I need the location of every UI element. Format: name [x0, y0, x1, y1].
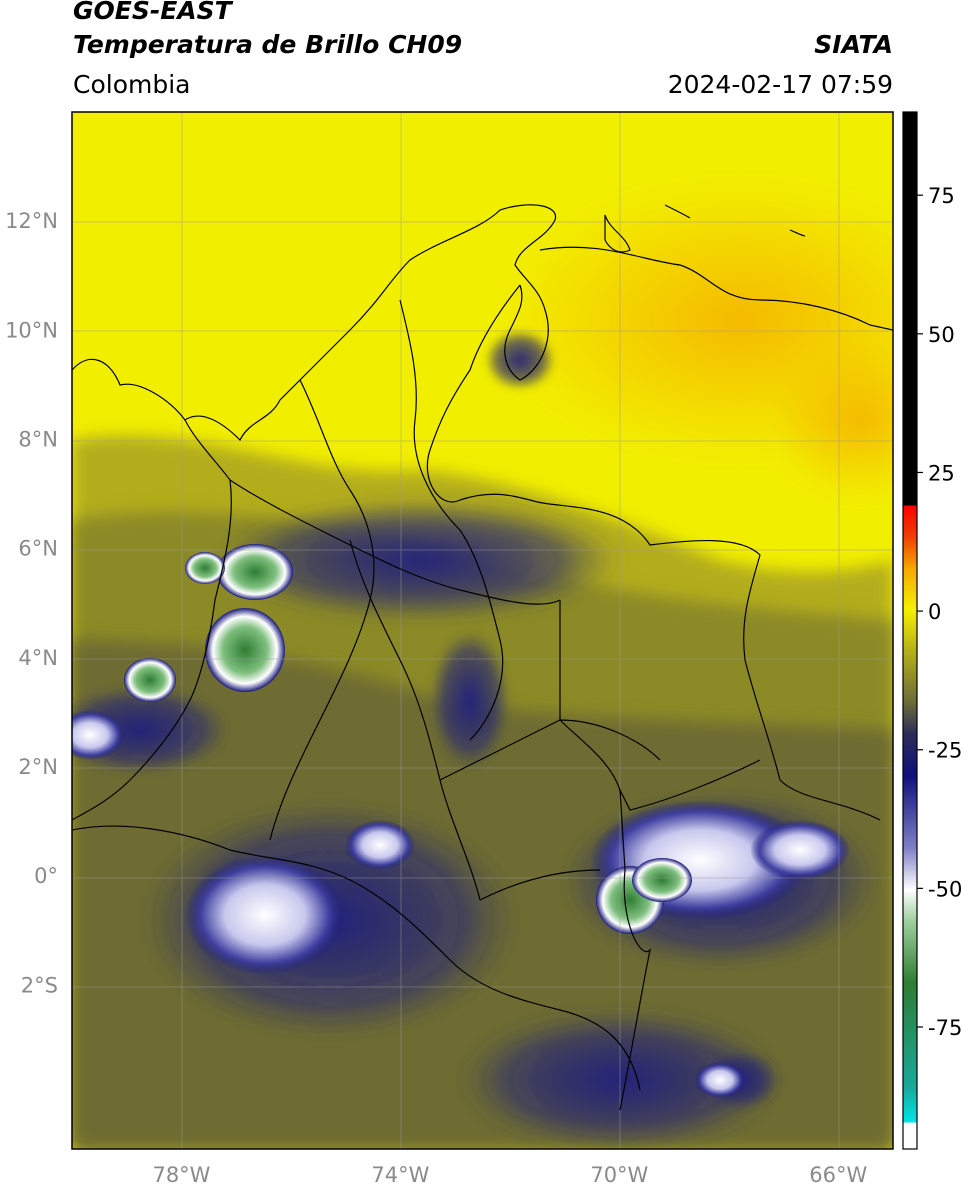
region-label: Colombia	[73, 70, 191, 99]
dept-lines-4	[349, 539, 481, 901]
lon-tick-label: 66°W	[809, 1163, 867, 1187]
cloud-core-3	[205, 608, 285, 692]
pacific-coast	[72, 419, 232, 821]
colorbar-tick-label: 25	[928, 461, 955, 485]
colorbar-tick-label: -75	[928, 1016, 962, 1040]
lat-tick-label: 8°N	[18, 427, 58, 451]
map-imagery	[72, 112, 893, 1149]
lat-tick-label: 2°N	[18, 755, 58, 779]
dept-lines-2	[399, 299, 504, 741]
island-2	[664, 204, 691, 219]
colorbar-tick-label: 0	[928, 600, 941, 624]
cold-cloud-center	[430, 630, 510, 770]
lon-tick-label: 70°W	[590, 1163, 648, 1187]
graticule	[72, 112, 893, 1149]
cloud-core-6	[632, 858, 692, 902]
cloud-core-4	[124, 658, 176, 702]
latitude-labels: 12°N 10°N 8°N 6°N 4°N 2°N 0° 2°S	[5, 209, 58, 997]
colorbar-frame	[902, 111, 918, 1150]
colorbar-tick-label: 75	[928, 184, 955, 208]
cloud-core-2	[185, 552, 225, 584]
cold-cloud-guajira	[485, 330, 555, 390]
cloud-top-south	[185, 855, 345, 975]
colorbar-tick-label: 50	[928, 323, 955, 347]
cloud-top-se	[695, 1062, 745, 1098]
lat-tick-label: 2°S	[21, 973, 58, 997]
vichada-border	[559, 600, 761, 811]
caribbean-coast	[72, 204, 557, 442]
lon-tick-label: 78°W	[152, 1163, 210, 1187]
amazon-border	[619, 789, 651, 1111]
island-1	[604, 214, 631, 253]
colorbar-tick-label: -25	[928, 739, 962, 763]
warm-region-east	[770, 340, 893, 500]
island-3	[789, 229, 806, 237]
dept-lines-6	[479, 869, 601, 901]
timestamp-label: 2024-02-17 07:59	[667, 70, 893, 99]
colorbar	[903, 112, 917, 1149]
colombia-venezuela-border	[426, 284, 881, 821]
venezuela-coast	[539, 246, 893, 331]
lat-tick-label: 0°	[34, 864, 58, 888]
map-frame	[71, 111, 894, 1150]
cloud-top-west	[72, 710, 125, 760]
cloud-top-east-edge	[750, 820, 850, 880]
cloud-top-center	[345, 820, 415, 870]
colorbar-ticks: 75 50 25 0 -25 -50 -75	[917, 184, 962, 1040]
colorbar-tick-label: -50	[928, 877, 962, 901]
satellite-title: GOES-EAST	[73, 0, 232, 25]
ecuador-peru-border	[72, 825, 641, 1091]
cloud-core-1	[217, 544, 293, 600]
dept-lines-1	[269, 379, 375, 841]
lat-tick-label: 6°N	[18, 537, 58, 561]
boundaries	[72, 204, 893, 1111]
lon-tick-label: 74°W	[371, 1163, 429, 1187]
agency-label: SIATA	[814, 30, 893, 59]
lat-tick-label: 4°N	[18, 646, 58, 670]
dept-lines-3	[229, 479, 561, 605]
longitude-labels: 78°W 74°W 70°W 66°W	[152, 1163, 867, 1187]
lat-tick-label: 12°N	[5, 209, 58, 233]
lat-tick-label: 10°N	[5, 318, 58, 342]
product-title: Temperatura de Brillo CH09	[73, 30, 463, 59]
dept-lines-5	[439, 719, 661, 781]
